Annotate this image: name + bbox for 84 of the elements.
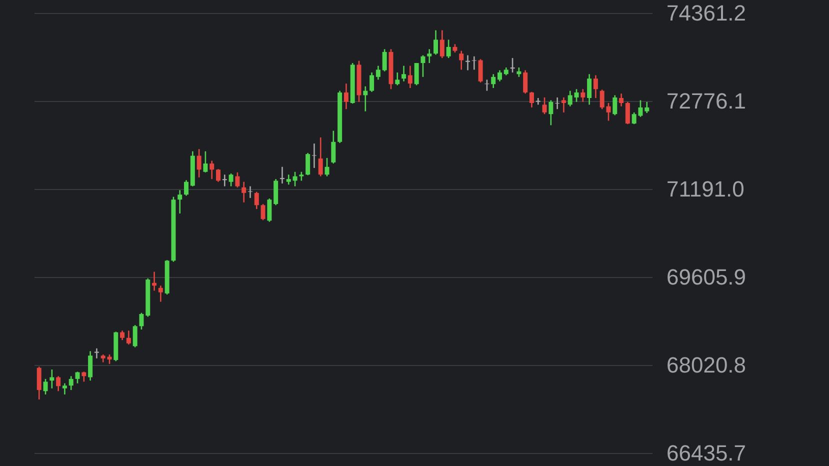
candlestick	[484, 79, 490, 92]
candlestick	[139, 312, 144, 330]
candlestick	[196, 148, 202, 178]
candlestick	[331, 130, 336, 164]
candlestick	[344, 82, 348, 110]
candlestick	[510, 57, 515, 74]
candlestick	[497, 70, 502, 82]
candlestick	[542, 96, 547, 115]
candlestick	[574, 88, 579, 103]
candlestick	[459, 50, 464, 70]
candlestick	[50, 368, 54, 390]
candlestick	[446, 39, 451, 59]
candlestick	[184, 180, 189, 196]
candlestick	[402, 65, 406, 82]
candlestick	[152, 271, 157, 292]
candlestick	[466, 54, 470, 71]
candlestick	[82, 371, 86, 382]
y-tick-label: 66435.7	[666, 440, 746, 466]
candlestick	[235, 172, 240, 188]
candlestick	[216, 168, 220, 182]
candlestick	[568, 90, 572, 107]
candlestick	[561, 96, 566, 114]
candlestick	[580, 88, 586, 103]
candlestick	[292, 171, 298, 187]
candlestick	[529, 91, 534, 108]
candlestick	[536, 97, 540, 106]
candlestick	[382, 48, 387, 72]
candlestick	[516, 66, 522, 78]
candlestick	[370, 72, 374, 93]
candlestick	[478, 58, 483, 84]
candlestick	[324, 157, 330, 177]
candlestick	[587, 73, 592, 106]
candlestick	[472, 56, 476, 70]
candlestick	[644, 101, 650, 114]
candlestick	[43, 378, 48, 396]
candlestick	[625, 101, 630, 125]
y-tick-label: 69605.9	[666, 264, 746, 290]
candlestick	[420, 54, 426, 78]
candlestick	[260, 203, 266, 221]
candlestick	[286, 174, 291, 186]
candlestick	[395, 72, 400, 86]
y-tick-label: 71191.0	[666, 176, 744, 202]
candlestick	[126, 330, 131, 346]
candlestick	[376, 65, 380, 80]
candlestick	[306, 152, 310, 176]
candlestick	[178, 190, 182, 214]
candlestick	[619, 92, 624, 107]
candlestick	[132, 324, 138, 348]
candlestick	[548, 100, 554, 126]
y-tick-label: 74361.2	[666, 0, 746, 26]
candlestick	[88, 350, 93, 382]
candlestick	[62, 382, 67, 396]
candlestick	[555, 96, 560, 110]
candlestick	[222, 174, 227, 187]
candlestick	[593, 74, 598, 99]
y-tick-label: 68020.8	[666, 352, 746, 378]
candlestick	[248, 186, 252, 199]
candlestick	[267, 198, 272, 222]
candlestick	[612, 94, 618, 116]
y-tick-label: 72776.1	[666, 88, 746, 114]
candlestick	[203, 150, 208, 174]
candlestick	[158, 285, 163, 302]
candlestick	[36, 366, 42, 400]
candlestick	[408, 65, 412, 89]
candlestick	[75, 371, 80, 384]
candlestick	[440, 30, 444, 59]
candlestick	[254, 191, 259, 210]
candlestick	[274, 178, 278, 206]
candlestick	[68, 376, 74, 391]
candlestick	[523, 70, 528, 94]
candlestick	[363, 86, 368, 112]
candlestick	[228, 172, 234, 187]
candlestick	[318, 136, 323, 177]
candlestick	[210, 160, 214, 180]
candlestick	[434, 30, 438, 56]
candlestick	[280, 166, 284, 184]
candlestick	[120, 330, 125, 341]
candlestick	[94, 348, 99, 360]
candlestick	[414, 62, 419, 86]
candlestick	[491, 73, 496, 89]
candlestick	[427, 48, 432, 64]
candlestick	[242, 181, 246, 204]
candlestick	[56, 376, 61, 392]
candlestick	[312, 142, 316, 169]
